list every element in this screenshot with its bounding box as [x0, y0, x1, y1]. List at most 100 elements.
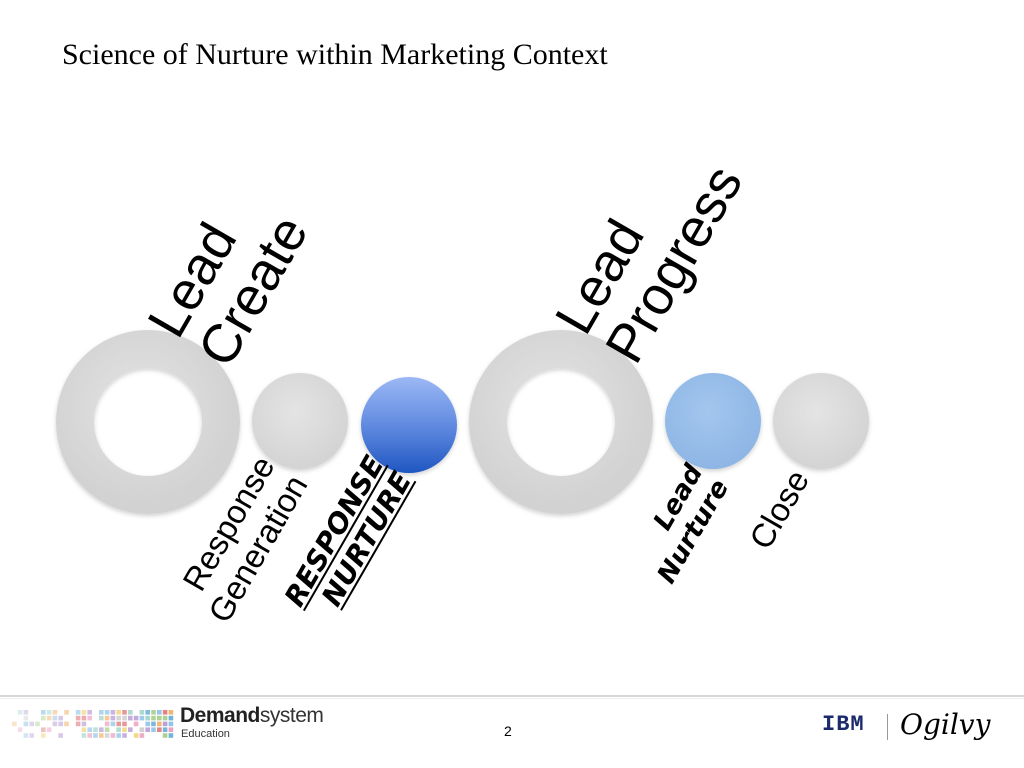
mosaic-tile	[104, 710, 110, 715]
mosaic-tile	[41, 727, 46, 732]
mosaic-tile	[133, 715, 139, 721]
mosaic-tile	[139, 710, 145, 715]
mosaic-tile	[157, 710, 162, 715]
mosaic-tile	[64, 721, 69, 727]
mosaic-tile	[17, 710, 23, 715]
mosaic-tile	[104, 721, 110, 727]
mosaic-tile	[52, 721, 58, 727]
mosaic-tile	[81, 733, 87, 738]
mosaic-tile	[116, 733, 121, 738]
mosaic-tile	[168, 715, 174, 721]
mosaic-tile	[122, 733, 127, 738]
mosaic-tile	[168, 733, 174, 738]
mosaic-tile	[162, 721, 168, 727]
mosaic-tile	[128, 715, 133, 721]
mosaic-tile	[99, 715, 104, 721]
ibm-logo: IBM	[822, 712, 865, 737]
mosaic-tile	[145, 721, 150, 727]
mosaic-tile	[87, 710, 92, 715]
mosaic-tile	[110, 733, 116, 738]
mosaic-tile	[99, 710, 104, 715]
demandsystem-wordmark: Demandsystem	[180, 704, 324, 728]
response-nurture-ball	[361, 377, 457, 473]
mosaic-tile	[58, 721, 63, 727]
mosaic-tile	[151, 710, 156, 715]
demandsystem-mosaic-logo	[12, 710, 174, 738]
mosaic-tile	[151, 727, 156, 732]
mosaic-tile	[116, 721, 121, 727]
brand-demand: Demand	[180, 704, 260, 727]
mosaic-tile	[46, 710, 52, 715]
mosaic-tile	[110, 710, 116, 715]
mosaic-tile	[81, 710, 87, 715]
mosaic-tile	[168, 710, 174, 715]
mosaic-tile	[23, 715, 29, 721]
brand-system: system	[259, 704, 324, 727]
mosaic-tile	[87, 727, 92, 732]
mosaic-tile	[93, 727, 98, 732]
mosaic-tile	[162, 710, 168, 715]
response-generation-ball	[252, 373, 348, 469]
lead-create-ring	[56, 330, 240, 514]
mosaic-tile	[122, 710, 127, 715]
mosaic-tile	[116, 710, 121, 715]
mosaic-tile	[145, 727, 150, 732]
mosaic-tile	[145, 715, 150, 721]
mosaic-tile	[139, 733, 145, 738]
mosaic-tile	[151, 715, 156, 721]
mosaic-tile	[122, 721, 127, 727]
slide-title: Science of Nurture within Marketing Cont…	[62, 38, 608, 71]
mosaic-tile	[75, 721, 81, 727]
mosaic-tile	[58, 733, 63, 738]
mosaic-tile	[133, 733, 139, 738]
mosaic-tile	[46, 727, 52, 732]
mosaic-tile	[145, 710, 150, 715]
mosaic-tile	[93, 733, 98, 738]
mosaic-tile	[110, 721, 116, 727]
mosaic-tile	[104, 733, 110, 738]
mosaic-tile	[104, 715, 110, 721]
mosaic-tile	[128, 727, 133, 732]
mosaic-tile	[23, 710, 29, 715]
footer-divider	[0, 695, 1024, 697]
mosaic-tile	[168, 721, 174, 727]
ogilvy-signature-logo: Ogilvy	[900, 708, 991, 741]
mosaic-tile	[157, 715, 162, 721]
mosaic-tile	[157, 727, 162, 732]
mosaic-tile	[133, 721, 139, 727]
mosaic-tile	[41, 710, 46, 715]
mosaic-tile	[12, 721, 17, 727]
mosaic-tile	[75, 715, 81, 721]
mosaic-tile	[81, 721, 87, 727]
mosaic-tile	[110, 715, 116, 721]
mosaic-tile	[29, 721, 34, 727]
close-ball	[773, 373, 869, 469]
mosaic-tile	[41, 715, 46, 721]
mosaic-tile	[162, 727, 168, 732]
mosaic-tile	[58, 715, 63, 721]
mosaic-tile	[41, 733, 46, 738]
lead-progress-ring	[469, 330, 653, 514]
mosaic-tile	[64, 710, 69, 715]
mosaic-tile	[99, 727, 104, 732]
mosaic-tile	[116, 715, 121, 721]
mosaic-tile	[81, 727, 87, 732]
mosaic-tile	[139, 715, 145, 721]
mosaic-tile	[162, 733, 168, 738]
mosaic-tile	[162, 715, 168, 721]
page-number: 2	[504, 723, 512, 739]
mosaic-tile	[29, 733, 34, 738]
mosaic-tile	[122, 727, 127, 732]
mosaic-tile	[75, 710, 81, 715]
mosaic-tile	[139, 727, 145, 732]
mosaic-tile	[52, 715, 58, 721]
mosaic-tile	[104, 727, 110, 732]
lead-nurture-ball	[665, 373, 761, 469]
mosaic-tile	[99, 733, 104, 738]
mosaic-tile	[35, 721, 40, 727]
mosaic-tile	[122, 715, 127, 721]
mosaic-tile	[17, 727, 23, 732]
mosaic-tile	[157, 721, 162, 727]
